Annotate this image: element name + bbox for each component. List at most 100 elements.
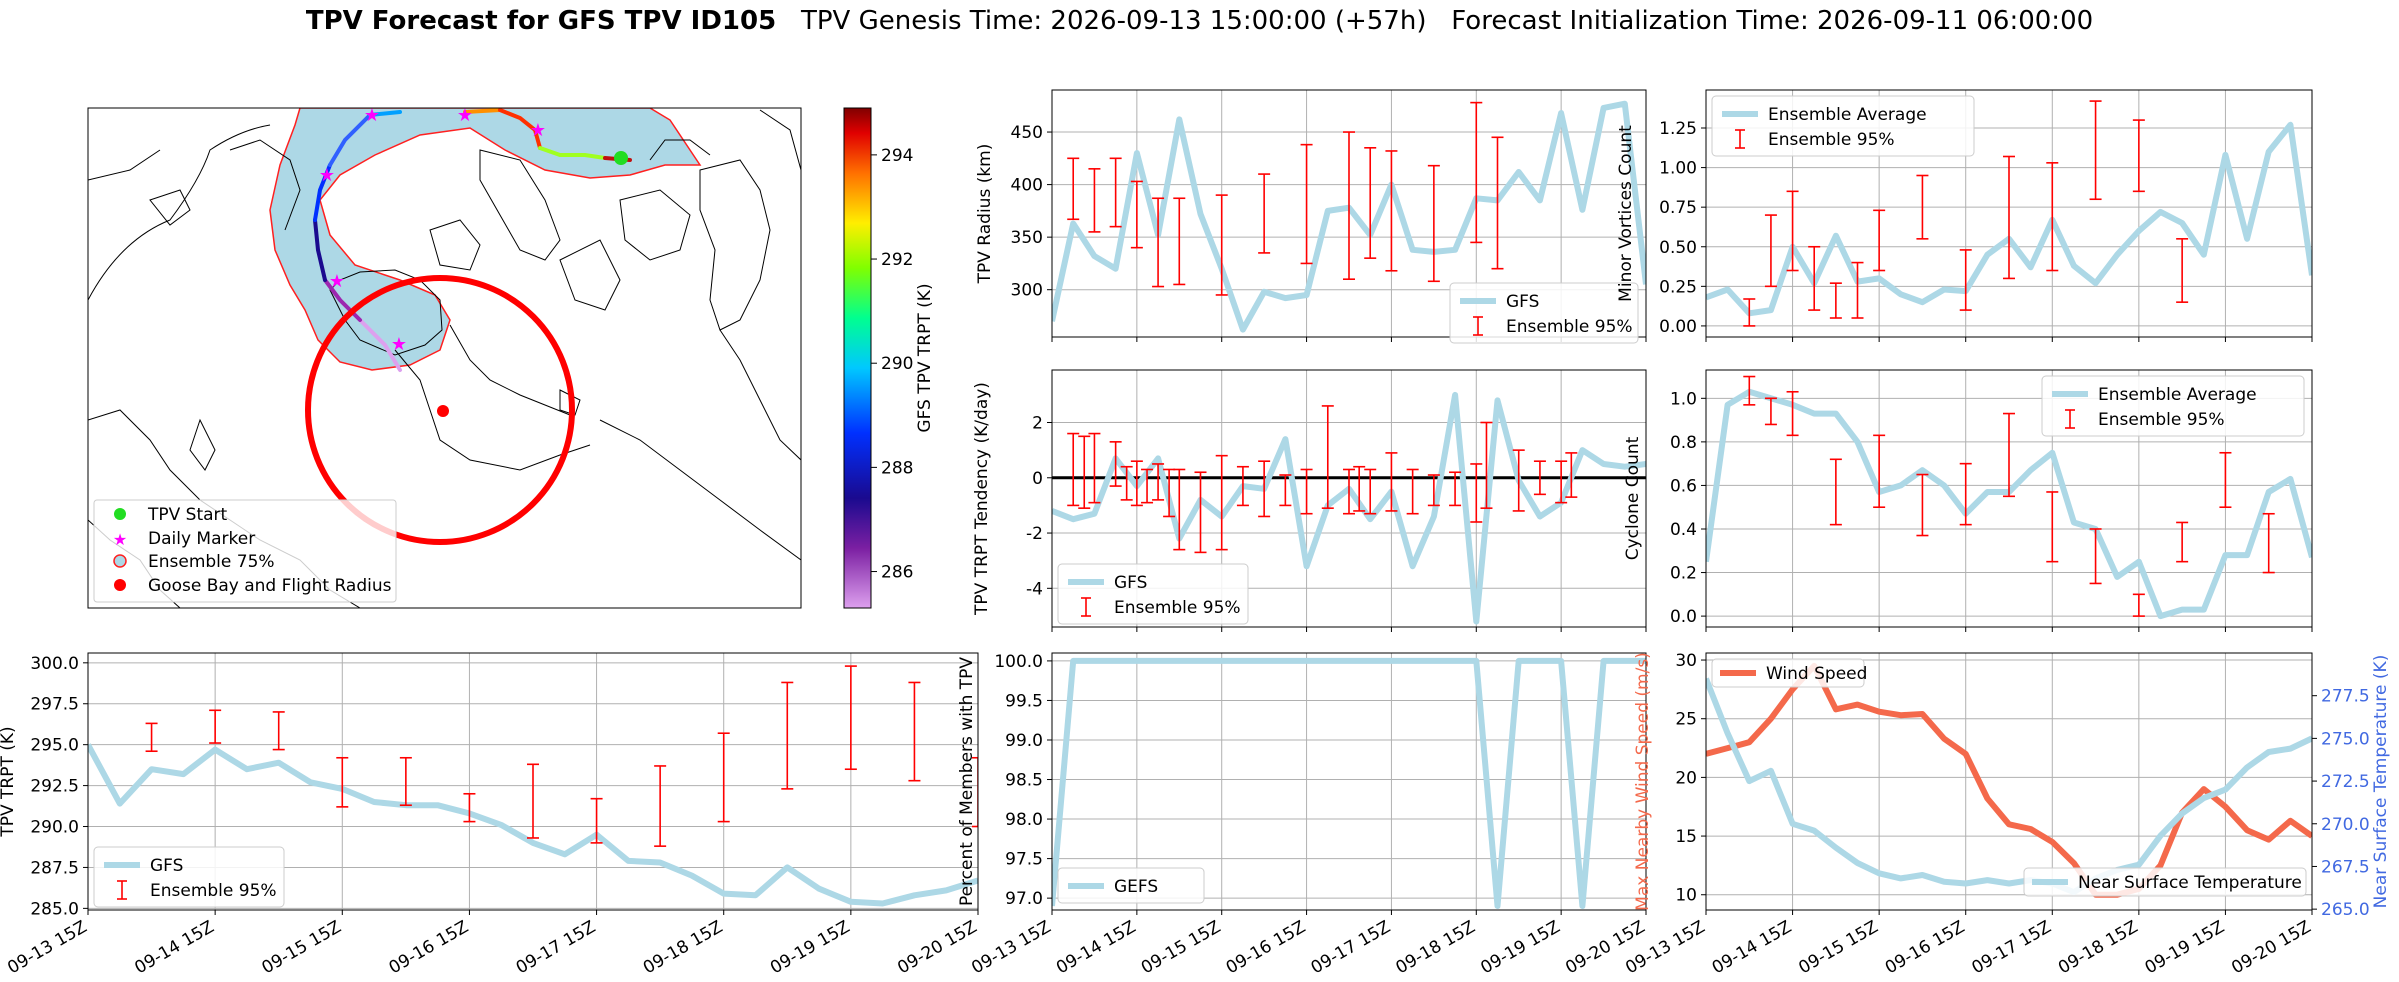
ensemble-errorbar bbox=[1194, 471, 1207, 554]
y-tick-label: 0.0 bbox=[1670, 607, 1697, 627]
ensemble-errorbar bbox=[1533, 460, 1546, 496]
ensemble-errorbar bbox=[1449, 471, 1462, 507]
x-tick-label: 09-17 15Z bbox=[1968, 917, 2054, 978]
y-tick-label: 98.5 bbox=[1005, 771, 1043, 791]
ensemble-errorbar bbox=[1786, 190, 1799, 272]
plot-background bbox=[1052, 653, 1646, 910]
ensemble-errorbar bbox=[1163, 468, 1176, 518]
legend-box bbox=[1057, 867, 1205, 904]
panel-minor: 0.00 0.25 0.50 0.75 1.00 1.25 Minor Vortices C… bbox=[1616, 89, 2313, 342]
ensemble-errorbar bbox=[1427, 164, 1440, 283]
y-tick-label: 0.8 bbox=[1670, 433, 1697, 453]
plot-background bbox=[1706, 653, 2312, 910]
daily-marker: ★ bbox=[457, 105, 473, 126]
ensemble-errorbar bbox=[1406, 468, 1419, 515]
x-tick-label: 09-20 15Z bbox=[894, 917, 980, 978]
ensemble-errorbar bbox=[1480, 421, 1493, 509]
legend-tendency: GFS Ensemble 95% bbox=[1057, 563, 1249, 625]
y-tick-label: 400 bbox=[1011, 176, 1043, 196]
ensemble-errorbar bbox=[1427, 474, 1440, 507]
ensemble-errorbar bbox=[1364, 468, 1377, 515]
legend-label: Ensemble 95% bbox=[150, 881, 277, 901]
y-axis-label: Max Nearby Wind Speed (m/s) bbox=[1633, 652, 1653, 911]
ensemble-errorbar bbox=[2003, 412, 2015, 498]
ensemble-errorbar bbox=[2132, 593, 2145, 617]
y-tick-label: 2 bbox=[1032, 414, 1043, 434]
series-line-gefs bbox=[1052, 657, 1646, 909]
ensemble-errorbar bbox=[1173, 197, 1186, 286]
y-axis-label: Minor Vortices Count bbox=[1616, 125, 1636, 302]
daily-marker: ★ bbox=[329, 271, 345, 292]
goose-bay-marker bbox=[437, 405, 449, 417]
ensemble-errorbar bbox=[1258, 173, 1271, 254]
title-bold: TPV Forecast for GFS TPV ID105 bbox=[305, 6, 777, 36]
x-tick-label: 09-16 15Z bbox=[1882, 917, 1968, 978]
panel-cyclone: 0.0 0.2 0.4 0.6 0.8 1.0 Cyclone Count Ensemble … bbox=[1623, 369, 2313, 632]
y-tick-label: 450 bbox=[1011, 123, 1043, 143]
panel-percent: 97.0 97.5 98.0 98.5 99.0 99.5 100.0 Percent of … bbox=[957, 652, 1649, 978]
plot-frame bbox=[1705, 369, 2313, 628]
colorbar-tick-label: 294 bbox=[881, 146, 913, 166]
colorbar-ticks: 286 288 290 292 294 bbox=[871, 146, 913, 583]
ensemble-errorbar bbox=[272, 711, 285, 751]
ensemble-errorbar bbox=[1141, 468, 1154, 504]
colorbar: 286 288 290 292 294 GFS TPV TRPT (K) bbox=[843, 107, 935, 609]
ensemble-errorbar bbox=[1321, 405, 1334, 509]
plot-frame bbox=[1051, 369, 1647, 628]
map-frame bbox=[87, 107, 802, 609]
y-tick-label: 292.5 bbox=[30, 777, 79, 797]
plot-frame bbox=[1705, 89, 2313, 338]
legend-percent: GEFS bbox=[1057, 867, 1205, 904]
plot-frame bbox=[1051, 652, 1647, 911]
ensemble-errorbar bbox=[1873, 434, 1886, 509]
y-tick-label: 98.0 bbox=[1005, 810, 1043, 830]
legend-box bbox=[1711, 95, 1975, 157]
ensemble-errorbar bbox=[1109, 441, 1122, 487]
y-tick-label: 0.6 bbox=[1670, 476, 1697, 496]
ensemble-errorbar bbox=[1470, 463, 1483, 523]
plot-frame bbox=[1051, 89, 1647, 338]
legend-box bbox=[1449, 282, 1639, 344]
tpv-start-marker bbox=[614, 151, 628, 165]
ensemble-errorbar bbox=[209, 709, 222, 744]
y-tick-label: 0 bbox=[1032, 469, 1043, 489]
y-tick-label: 25 bbox=[1675, 710, 1697, 730]
legend-label: GFS bbox=[1506, 292, 1539, 312]
y-tick-label: 0.25 bbox=[1659, 277, 1697, 297]
ensemble-errorbar bbox=[1829, 458, 1842, 526]
legend-daily-marker: Daily Marker bbox=[148, 529, 255, 549]
ensemble-errorbar bbox=[2176, 521, 2189, 563]
ensemble-errorbar bbox=[1353, 465, 1366, 512]
ensemble-errorbar bbox=[1173, 468, 1186, 551]
ensemble-errorbar bbox=[1916, 174, 1929, 240]
legend-label: Ensemble 95% bbox=[1768, 130, 1895, 150]
y2-tick-label: 265.0 bbox=[2321, 900, 2370, 920]
y-tick-label: 285.0 bbox=[30, 899, 79, 919]
ensemble-errorbar bbox=[527, 763, 539, 839]
ensemble-errorbar bbox=[1258, 460, 1271, 518]
y-tick-label: 1.25 bbox=[1659, 119, 1697, 139]
ensemble-errorbar bbox=[1109, 157, 1122, 228]
legend-box bbox=[2023, 867, 2307, 897]
x-tick-label: 09-15 15Z bbox=[1138, 917, 1224, 978]
ensemble-errorbar bbox=[2089, 528, 2102, 585]
ensemble-errorbar bbox=[2132, 119, 2145, 193]
ensemble-errorbar bbox=[1385, 452, 1398, 512]
colorbar-gradient bbox=[843, 107, 872, 609]
series-line-gfs bbox=[88, 743, 978, 907]
x-tick-label: 09-18 15Z bbox=[1392, 917, 1478, 978]
ensemble-errorbar bbox=[1130, 180, 1143, 249]
x-tick-label: 09-14 15Z bbox=[131, 917, 217, 978]
ensemble-errorbar bbox=[1130, 460, 1143, 507]
x-tick-label: 09-15 15Z bbox=[1795, 917, 1881, 978]
ensemble-errorbar bbox=[2089, 100, 2102, 201]
legend-box bbox=[93, 846, 285, 908]
x-tick-label: 09-17 15Z bbox=[1308, 917, 1394, 978]
series-line-near-surface-temperature bbox=[1706, 677, 2312, 896]
y2-axis-label: Near Surface Temperature (K) bbox=[2371, 655, 2391, 909]
ensemble-errorbar bbox=[2176, 238, 2189, 303]
y-tick-label: 20 bbox=[1675, 768, 1697, 788]
y-tick-label: 1.0 bbox=[1670, 389, 1697, 409]
